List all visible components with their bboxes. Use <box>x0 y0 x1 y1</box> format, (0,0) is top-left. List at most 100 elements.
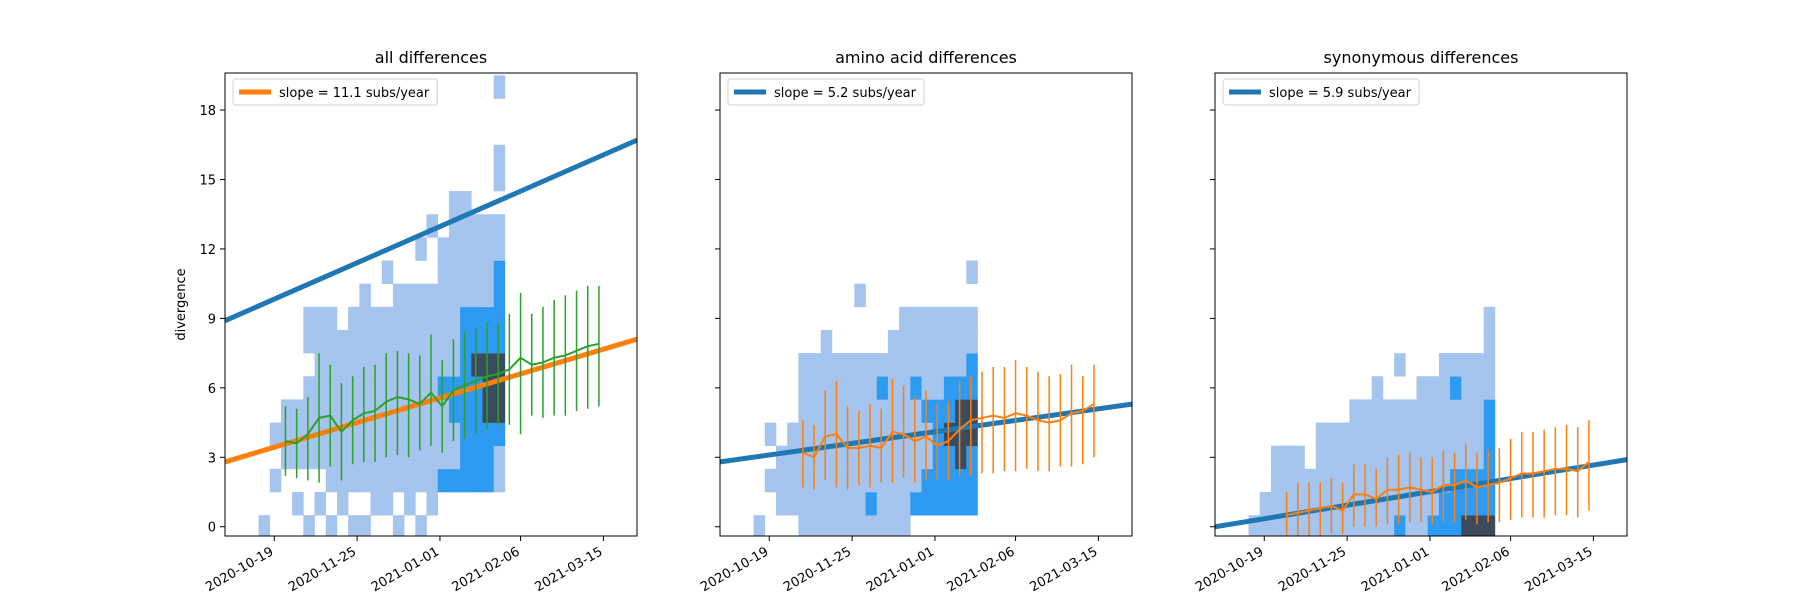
chart-0-mean-line <box>285 342 600 445</box>
chart-0-heatmap-cell <box>448 445 461 470</box>
chart-1-x-tick-label: 2021-03-15 <box>1027 544 1100 595</box>
chart-0-heatmap-cell <box>482 353 494 377</box>
chart-0-heatmap-cell <box>348 376 360 400</box>
chart-0-heatmap-cell <box>348 306 360 331</box>
chart-1-legend-label: slope = 5.2 subs/year <box>774 86 917 101</box>
chart-0-title: all differences <box>375 48 487 67</box>
chart-0-heatmap-cell <box>348 353 360 377</box>
chart-1-heatmap-cell <box>843 515 855 536</box>
chart-1-heatmap-cell <box>775 445 788 470</box>
chart-1-heatmap-cell <box>831 492 844 516</box>
chart-0-heatmap-cell <box>448 376 461 400</box>
chart-1-heatmap-cell <box>943 468 956 493</box>
chart-2-heatmap-cell <box>1371 468 1384 493</box>
chart-0-heatmap-cell <box>348 445 360 470</box>
chart-2-heatmap-cell <box>1461 353 1473 377</box>
chart-0-heatmap-cell <box>426 214 439 238</box>
chart-1-x-tick-label: 2021-02-06 <box>945 544 1018 595</box>
chart-1-heatmap-cell <box>910 468 922 493</box>
chart-1-heatmap-cell <box>887 376 900 400</box>
chart-1-heatmap-cell <box>787 492 799 516</box>
chart-0-y-tick-label: 9 <box>208 312 216 327</box>
chart-0-heatmap-cell <box>404 422 416 447</box>
chart-1-heatmap-cell <box>966 329 978 354</box>
chart-0-heatmap-cell <box>348 515 360 536</box>
chart-1-heatmap-cell <box>831 399 844 423</box>
chart-0-heatmap-cell <box>314 353 327 377</box>
chart-2-heatmap-cell <box>1293 445 1305 470</box>
chart-1-heatmap-cell <box>809 399 822 423</box>
chart-2-heatmap-cell <box>1248 515 1261 536</box>
chart-2-heatmap-cell <box>1270 492 1283 516</box>
chart-0-heatmap-cell <box>493 75 506 99</box>
chart-2-heatmap-cell <box>1483 306 1496 331</box>
chart-2-heatmap-cell <box>1349 515 1361 536</box>
chart-0-heatmap-cell <box>359 283 371 308</box>
chart-0-heatmap-cell <box>448 191 461 215</box>
chart-0-heatmap-cell <box>314 399 327 423</box>
chart-0-heatmap-cell <box>493 376 506 400</box>
chart-2-heatmap-cell <box>1405 492 1417 516</box>
chart-2-mean-line <box>1286 461 1590 517</box>
chart-1-heatmap-cell <box>809 376 822 400</box>
chart-0-x-tick-label: 2021-02-06 <box>450 544 523 595</box>
chart-2-heatmap-cell <box>1326 492 1339 516</box>
chart-2-heatmap-cell <box>1282 445 1294 470</box>
chart-0-heatmap-cell <box>437 306 450 331</box>
chart-2-heatmap-cell <box>1338 422 1350 447</box>
chart-1-heatmap-cell <box>787 468 799 493</box>
chart-2-heatmap-cell <box>1472 515 1484 536</box>
chart-2-heatmap-cell <box>1405 445 1417 470</box>
chart-0-x-tick-label: 2020-11-25 <box>286 544 359 595</box>
chart-0-heatmap-cell <box>381 445 394 470</box>
chart-1-heatmap-cell <box>955 353 967 377</box>
chart-0-heatmap-cell <box>325 306 338 331</box>
chart-2-heatmap-cell <box>1416 399 1429 423</box>
chart-1-heatmap-cell <box>854 445 866 470</box>
chart-2-heatmap-cell <box>1450 515 1462 536</box>
chart-0-heatmap-cell <box>292 492 304 516</box>
chart-2-legend: slope = 5.9 subs/year <box>1222 78 1420 106</box>
chart-0-heatmap-cell <box>325 515 338 536</box>
chart-1-heatmap-cell <box>865 468 878 493</box>
chart-1-x-tick-label: 2021-01-01 <box>864 544 937 595</box>
chart-0-heatmap-cell <box>448 306 461 331</box>
chart-0-heatmap-cell <box>325 468 338 493</box>
chart-1-x-tick-label: 2020-10-19 <box>698 544 771 595</box>
chart-1-heatmap-cell <box>865 445 878 470</box>
chart-1-heatmap-cell <box>865 515 878 536</box>
chart-2-heatmap-cell <box>1416 422 1429 447</box>
chart-0-heatmap-cell <box>359 329 371 354</box>
chart-0-heatmap-cell <box>460 445 472 470</box>
chart-1-heatmap-cell <box>820 492 833 516</box>
chart-0-heatmap-cell <box>448 468 461 493</box>
chart-0-heatmap-cell <box>314 445 327 470</box>
chart-0-heatmap-cell <box>404 329 416 354</box>
chart-0-y-axis-label: divergence <box>174 268 189 340</box>
chart-0-heatmap-cell <box>493 260 506 284</box>
chart-0-heatmap-cell <box>471 283 483 308</box>
chart-1-heatmap-cell <box>943 445 956 470</box>
chart-0-heatmap-cell <box>482 468 494 493</box>
chart-1-heatmap-cell <box>899 399 911 423</box>
chart-0-heatmap-cell <box>426 306 439 331</box>
chart-2-heatmap-cell <box>1483 329 1496 354</box>
chart-1-heatmap-cell <box>865 353 878 377</box>
chart-2-heatmap-cell <box>1472 445 1484 470</box>
chart-0-heatmap-cell <box>426 283 439 308</box>
chart-1-heatmap-cell <box>966 422 978 447</box>
chart-1-heatmap-cell <box>787 445 799 470</box>
chart-0-x-tick-label: 2021-01-01 <box>369 544 442 595</box>
chart-2-heatmap-cell <box>1472 376 1484 400</box>
chart-0-heatmap-cell <box>460 191 472 215</box>
chart-0-heatmap-cell <box>493 237 506 261</box>
chart-1-heatmap-cell <box>865 399 878 423</box>
chart-0-heatmap-cell <box>471 237 483 261</box>
chart-1-heatmap-cell <box>809 468 822 493</box>
chart-0-heatmap-cell <box>280 445 293 470</box>
chart-2-heatmap-cell <box>1450 353 1462 377</box>
chart-0-heatmap-cell <box>336 445 349 470</box>
chart-0-heatmap-cell <box>336 329 349 354</box>
chart-2-heatmap-cell <box>1394 399 1406 423</box>
chart-1-heatmap-cell <box>955 445 967 470</box>
